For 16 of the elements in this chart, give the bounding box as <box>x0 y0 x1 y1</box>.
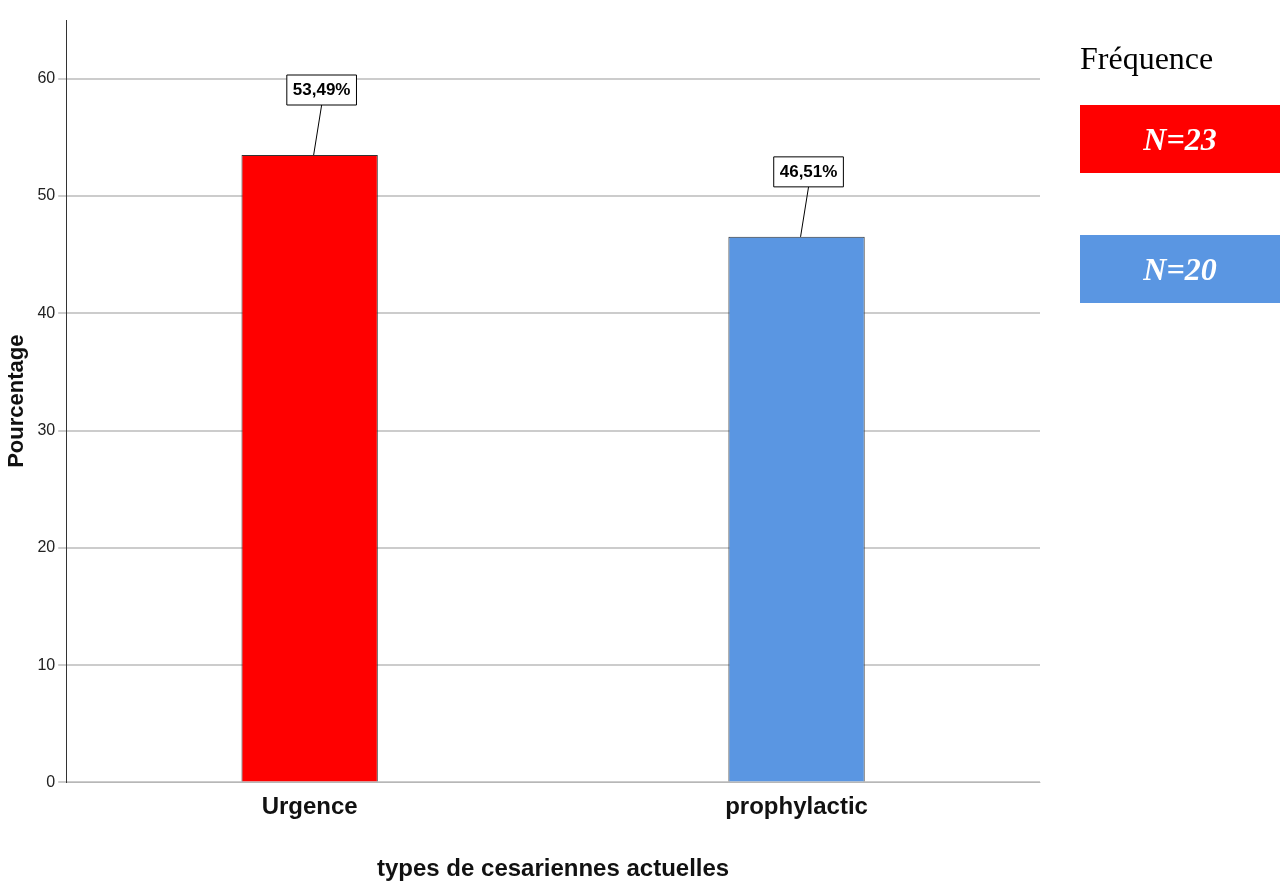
legend-title: Fréquence <box>1080 40 1215 77</box>
y-tick-label: 20 <box>37 538 56 556</box>
text: N=23 <box>1080 105 1280 173</box>
y-axis-title: Pourcentage <box>3 334 29 468</box>
y-tick-label: 30 <box>37 420 56 438</box>
y-tick-label: 0 <box>46 772 56 790</box>
x-axis-title: types de cesariennes actuelles <box>377 854 730 882</box>
data-label: 46,51% <box>779 161 838 181</box>
x-tick-label: prophylactic <box>725 792 868 820</box>
y-tick-label: 10 <box>37 655 56 673</box>
data-label: 53,49% <box>292 79 351 99</box>
y-tick-label: 40 <box>37 303 56 321</box>
y-tick-label: 50 <box>37 186 56 204</box>
x-tick-label: Urgence <box>261 792 358 820</box>
y-tick-label: 60 <box>37 69 56 87</box>
text: N=20 <box>1080 235 1280 303</box>
